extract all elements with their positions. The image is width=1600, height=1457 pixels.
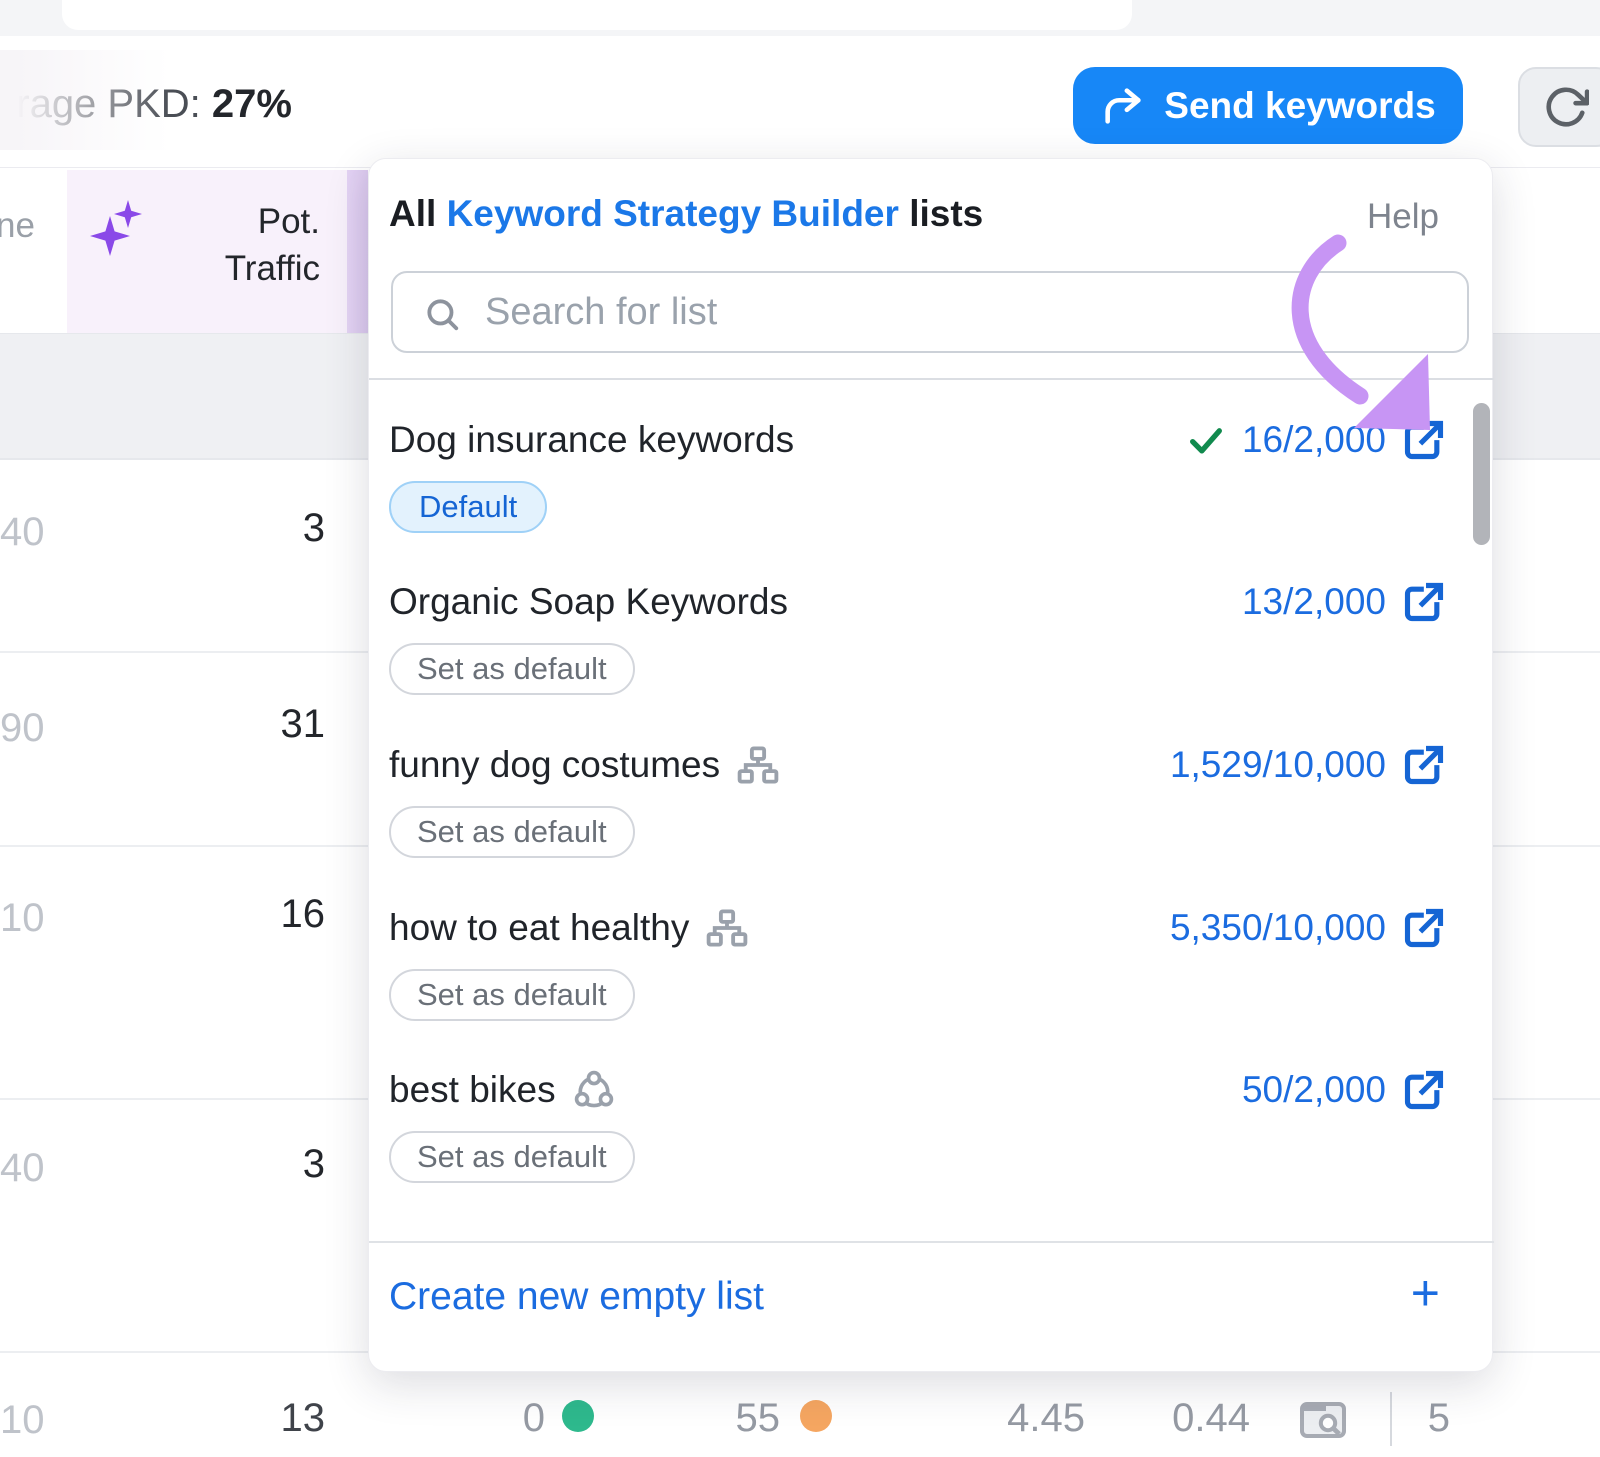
set-as-default-button[interactable]: Set as default (389, 643, 635, 695)
external-link-icon[interactable] (1402, 743, 1446, 787)
list-item[interactable]: how to eat healthy (389, 903, 749, 953)
external-link-icon[interactable] (1402, 418, 1446, 462)
list-item-count-link[interactable]: 5,350/10,000 (1170, 903, 1446, 953)
search-icon (427, 299, 459, 331)
list-item-count: 5,350/10,000 (1169, 907, 1386, 948)
set-as-default-button[interactable]: Set as default (389, 806, 635, 858)
list-item-name: Organic Soap Keywords (389, 581, 788, 622)
forward-arrow-icon (1100, 83, 1146, 129)
table-cell-pot-traffic: 13 (280, 1396, 326, 1440)
metric-kd: 0 (522, 1396, 545, 1440)
metric-intent: 55 (735, 1396, 781, 1440)
sitemap-icon (737, 746, 779, 784)
list-item-count: 16/2,000 (1241, 419, 1386, 460)
table-cell-left: 90 (0, 706, 45, 750)
table-cell-pot-traffic: 3 (302, 1142, 325, 1186)
refresh-icon (1543, 84, 1589, 130)
list-item-name: Dog insurance keywords (389, 419, 795, 460)
set-as-default-button[interactable]: Set as default (389, 969, 635, 1021)
list-item[interactable]: Organic Soap Keywords (389, 577, 788, 627)
left-fade-overlay (0, 50, 170, 150)
external-link-icon[interactable] (1402, 580, 1446, 624)
popup-divider (369, 378, 1494, 380)
table-cell-pot-traffic: 31 (280, 702, 326, 746)
list-item-count-link[interactable]: 50/2,000 (1242, 1065, 1446, 1115)
pot-traffic-header-line1: Pot. (257, 202, 320, 241)
table-cell-left: 40 (0, 1146, 45, 1190)
average-pkd-value: 27% (211, 82, 292, 126)
popup-title-prefix: All (389, 193, 437, 234)
popup-scrollbar[interactable] (1473, 403, 1490, 545)
list-item-count: 50/2,000 (1241, 1069, 1386, 1110)
footer-divider (369, 1241, 1494, 1243)
check-icon (1189, 428, 1222, 454)
pot-traffic-column-edge (347, 170, 368, 333)
pot-traffic-header[interactable]: Pot. Traffic (67, 198, 320, 292)
send-keywords-button[interactable]: Send keywords (1073, 67, 1463, 144)
partial-column-header: ne (0, 206, 35, 245)
plus-icon[interactable]: + (1410, 1265, 1440, 1321)
hub-network-icon (574, 1070, 613, 1108)
table-cell-pot-traffic: 16 (280, 892, 326, 936)
metric-cpc: 4.45 (1007, 1396, 1085, 1440)
list-item-name: funny dog costumes (389, 744, 721, 785)
pot-traffic-header-cell (67, 170, 347, 333)
external-link-icon[interactable] (1402, 1068, 1446, 1112)
sitemap-icon (707, 909, 748, 947)
pot-traffic-header-line2: Traffic (224, 249, 320, 288)
keyword-strategy-builder-link[interactable]: Keyword Strategy Builder (446, 193, 899, 234)
create-new-list-link[interactable]: Create new empty list (389, 1275, 764, 1318)
list-item-count-link[interactable]: 13/2,000 (1242, 577, 1446, 627)
list-item-count: 1,529/10,000 (1169, 744, 1386, 785)
metric-competition: 0.44 (1172, 1396, 1250, 1440)
list-item[interactable]: funny dog costumes (389, 740, 780, 790)
list-item-count-link[interactable]: 16/2,000 (1186, 415, 1446, 465)
list-item-name: how to eat healthy (389, 907, 690, 948)
table-cell-left: 10 (0, 896, 45, 940)
list-item[interactable]: best bikes (389, 1065, 616, 1115)
green-status-dot (562, 1400, 594, 1432)
table-cell-left: 40 (0, 510, 45, 554)
ai-sparkle-icon (90, 196, 146, 273)
send-keywords-label: Send keywords (1164, 84, 1436, 126)
popup-title-suffix: lists (909, 193, 984, 234)
set-as-default-button[interactable]: Set as default (389, 1131, 635, 1183)
orange-status-dot (800, 1400, 832, 1432)
list-item-name: best bikes (389, 1069, 556, 1110)
list-search-box (391, 271, 1469, 353)
list-search-input[interactable] (485, 275, 1445, 349)
external-link-icon[interactable] (1402, 906, 1446, 950)
metric-results: 5 (1427, 1396, 1450, 1440)
metric-divider (1390, 1392, 1392, 1446)
list-item-count-link[interactable]: 1,529/10,000 (1170, 740, 1446, 790)
top-card-fragment (62, 0, 1132, 30)
list-item[interactable]: Dog insurance keywords (389, 415, 794, 465)
keyword-lists-popup: All Keyword Strategy Builder lists Help … (368, 158, 1494, 1372)
serp-features-icon (1298, 1396, 1348, 1449)
default-badge: Default (389, 481, 548, 533)
help-link[interactable]: Help (1367, 197, 1439, 236)
popup-title: All Keyword Strategy Builder lists (389, 193, 983, 235)
list-item-count: 13/2,000 (1241, 581, 1386, 622)
table-cell-pot-traffic: 3 (302, 506, 325, 550)
table-cell-left: 10 (0, 1398, 45, 1442)
refresh-button[interactable] (1518, 67, 1600, 147)
